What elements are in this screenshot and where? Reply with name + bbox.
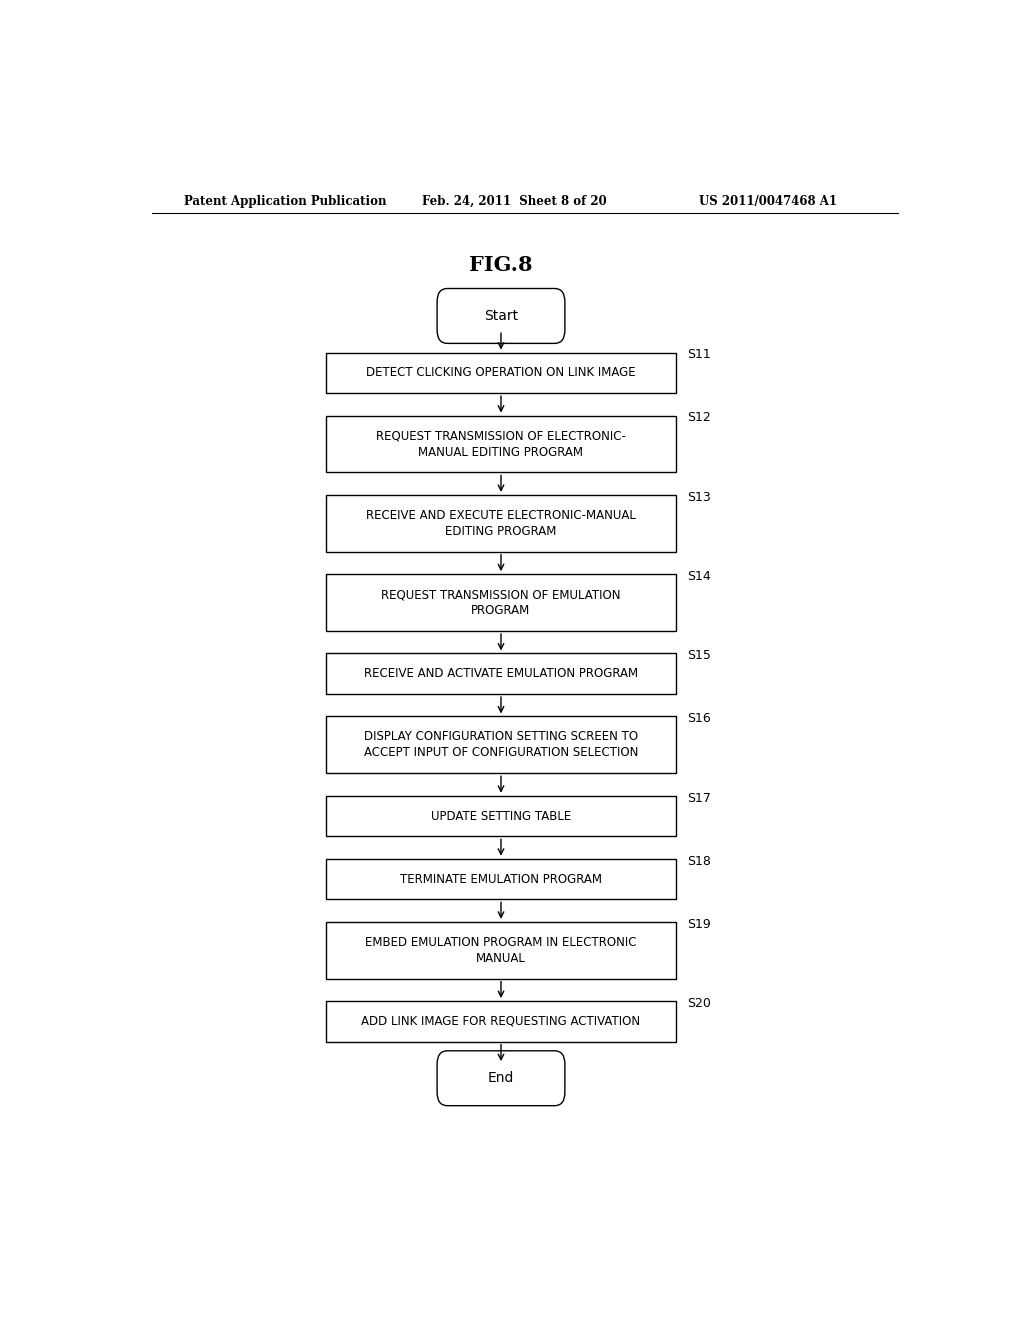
Bar bbox=[327, 859, 676, 899]
Bar bbox=[327, 921, 676, 978]
Text: TERMINATE EMULATION PROGRAM: TERMINATE EMULATION PROGRAM bbox=[400, 873, 602, 886]
Text: S18: S18 bbox=[687, 854, 712, 867]
Bar bbox=[327, 352, 676, 393]
Text: S17: S17 bbox=[687, 792, 712, 805]
Bar bbox=[327, 416, 676, 473]
Bar bbox=[327, 495, 676, 552]
FancyBboxPatch shape bbox=[437, 289, 565, 343]
Text: S13: S13 bbox=[687, 491, 712, 504]
Text: End: End bbox=[487, 1072, 514, 1085]
Bar bbox=[327, 717, 676, 774]
Text: Patent Application Publication: Patent Application Publication bbox=[183, 194, 386, 207]
Text: S11: S11 bbox=[687, 348, 712, 362]
Text: Feb. 24, 2011  Sheet 8 of 20: Feb. 24, 2011 Sheet 8 of 20 bbox=[422, 194, 606, 207]
Bar bbox=[327, 796, 676, 837]
Text: REQUEST TRANSMISSION OF EMULATION
PROGRAM: REQUEST TRANSMISSION OF EMULATION PROGRA… bbox=[381, 589, 621, 616]
Text: EMBED EMULATION PROGRAM IN ELECTRONIC
MANUAL: EMBED EMULATION PROGRAM IN ELECTRONIC MA… bbox=[366, 936, 637, 965]
Text: S14: S14 bbox=[687, 570, 712, 583]
Text: S16: S16 bbox=[687, 713, 712, 725]
Text: RECEIVE AND ACTIVATE EMULATION PROGRAM: RECEIVE AND ACTIVATE EMULATION PROGRAM bbox=[364, 667, 638, 680]
Text: REQUEST TRANSMISSION OF ELECTRONIC-
MANUAL EDITING PROGRAM: REQUEST TRANSMISSION OF ELECTRONIC- MANU… bbox=[376, 429, 626, 458]
Text: S19: S19 bbox=[687, 917, 712, 931]
FancyBboxPatch shape bbox=[437, 1051, 565, 1106]
Text: Start: Start bbox=[484, 309, 518, 323]
Text: FIG.8: FIG.8 bbox=[469, 255, 532, 275]
Text: ADD LINK IMAGE FOR REQUESTING ACTIVATION: ADD LINK IMAGE FOR REQUESTING ACTIVATION bbox=[361, 1015, 641, 1028]
Text: RECEIVE AND EXECUTE ELECTRONIC-MANUAL
EDITING PROGRAM: RECEIVE AND EXECUTE ELECTRONIC-MANUAL ED… bbox=[366, 508, 636, 537]
Text: S20: S20 bbox=[687, 997, 712, 1010]
Bar bbox=[327, 1001, 676, 1041]
Text: S15: S15 bbox=[687, 649, 712, 663]
Bar bbox=[327, 574, 676, 631]
Text: DISPLAY CONFIGURATION SETTING SCREEN TO
ACCEPT INPUT OF CONFIGURATION SELECTION: DISPLAY CONFIGURATION SETTING SCREEN TO … bbox=[364, 730, 638, 759]
Text: S12: S12 bbox=[687, 412, 712, 425]
Bar bbox=[327, 653, 676, 694]
Text: US 2011/0047468 A1: US 2011/0047468 A1 bbox=[699, 194, 838, 207]
Text: UPDATE SETTING TABLE: UPDATE SETTING TABLE bbox=[431, 809, 571, 822]
Text: DETECT CLICKING OPERATION ON LINK IMAGE: DETECT CLICKING OPERATION ON LINK IMAGE bbox=[367, 367, 636, 379]
